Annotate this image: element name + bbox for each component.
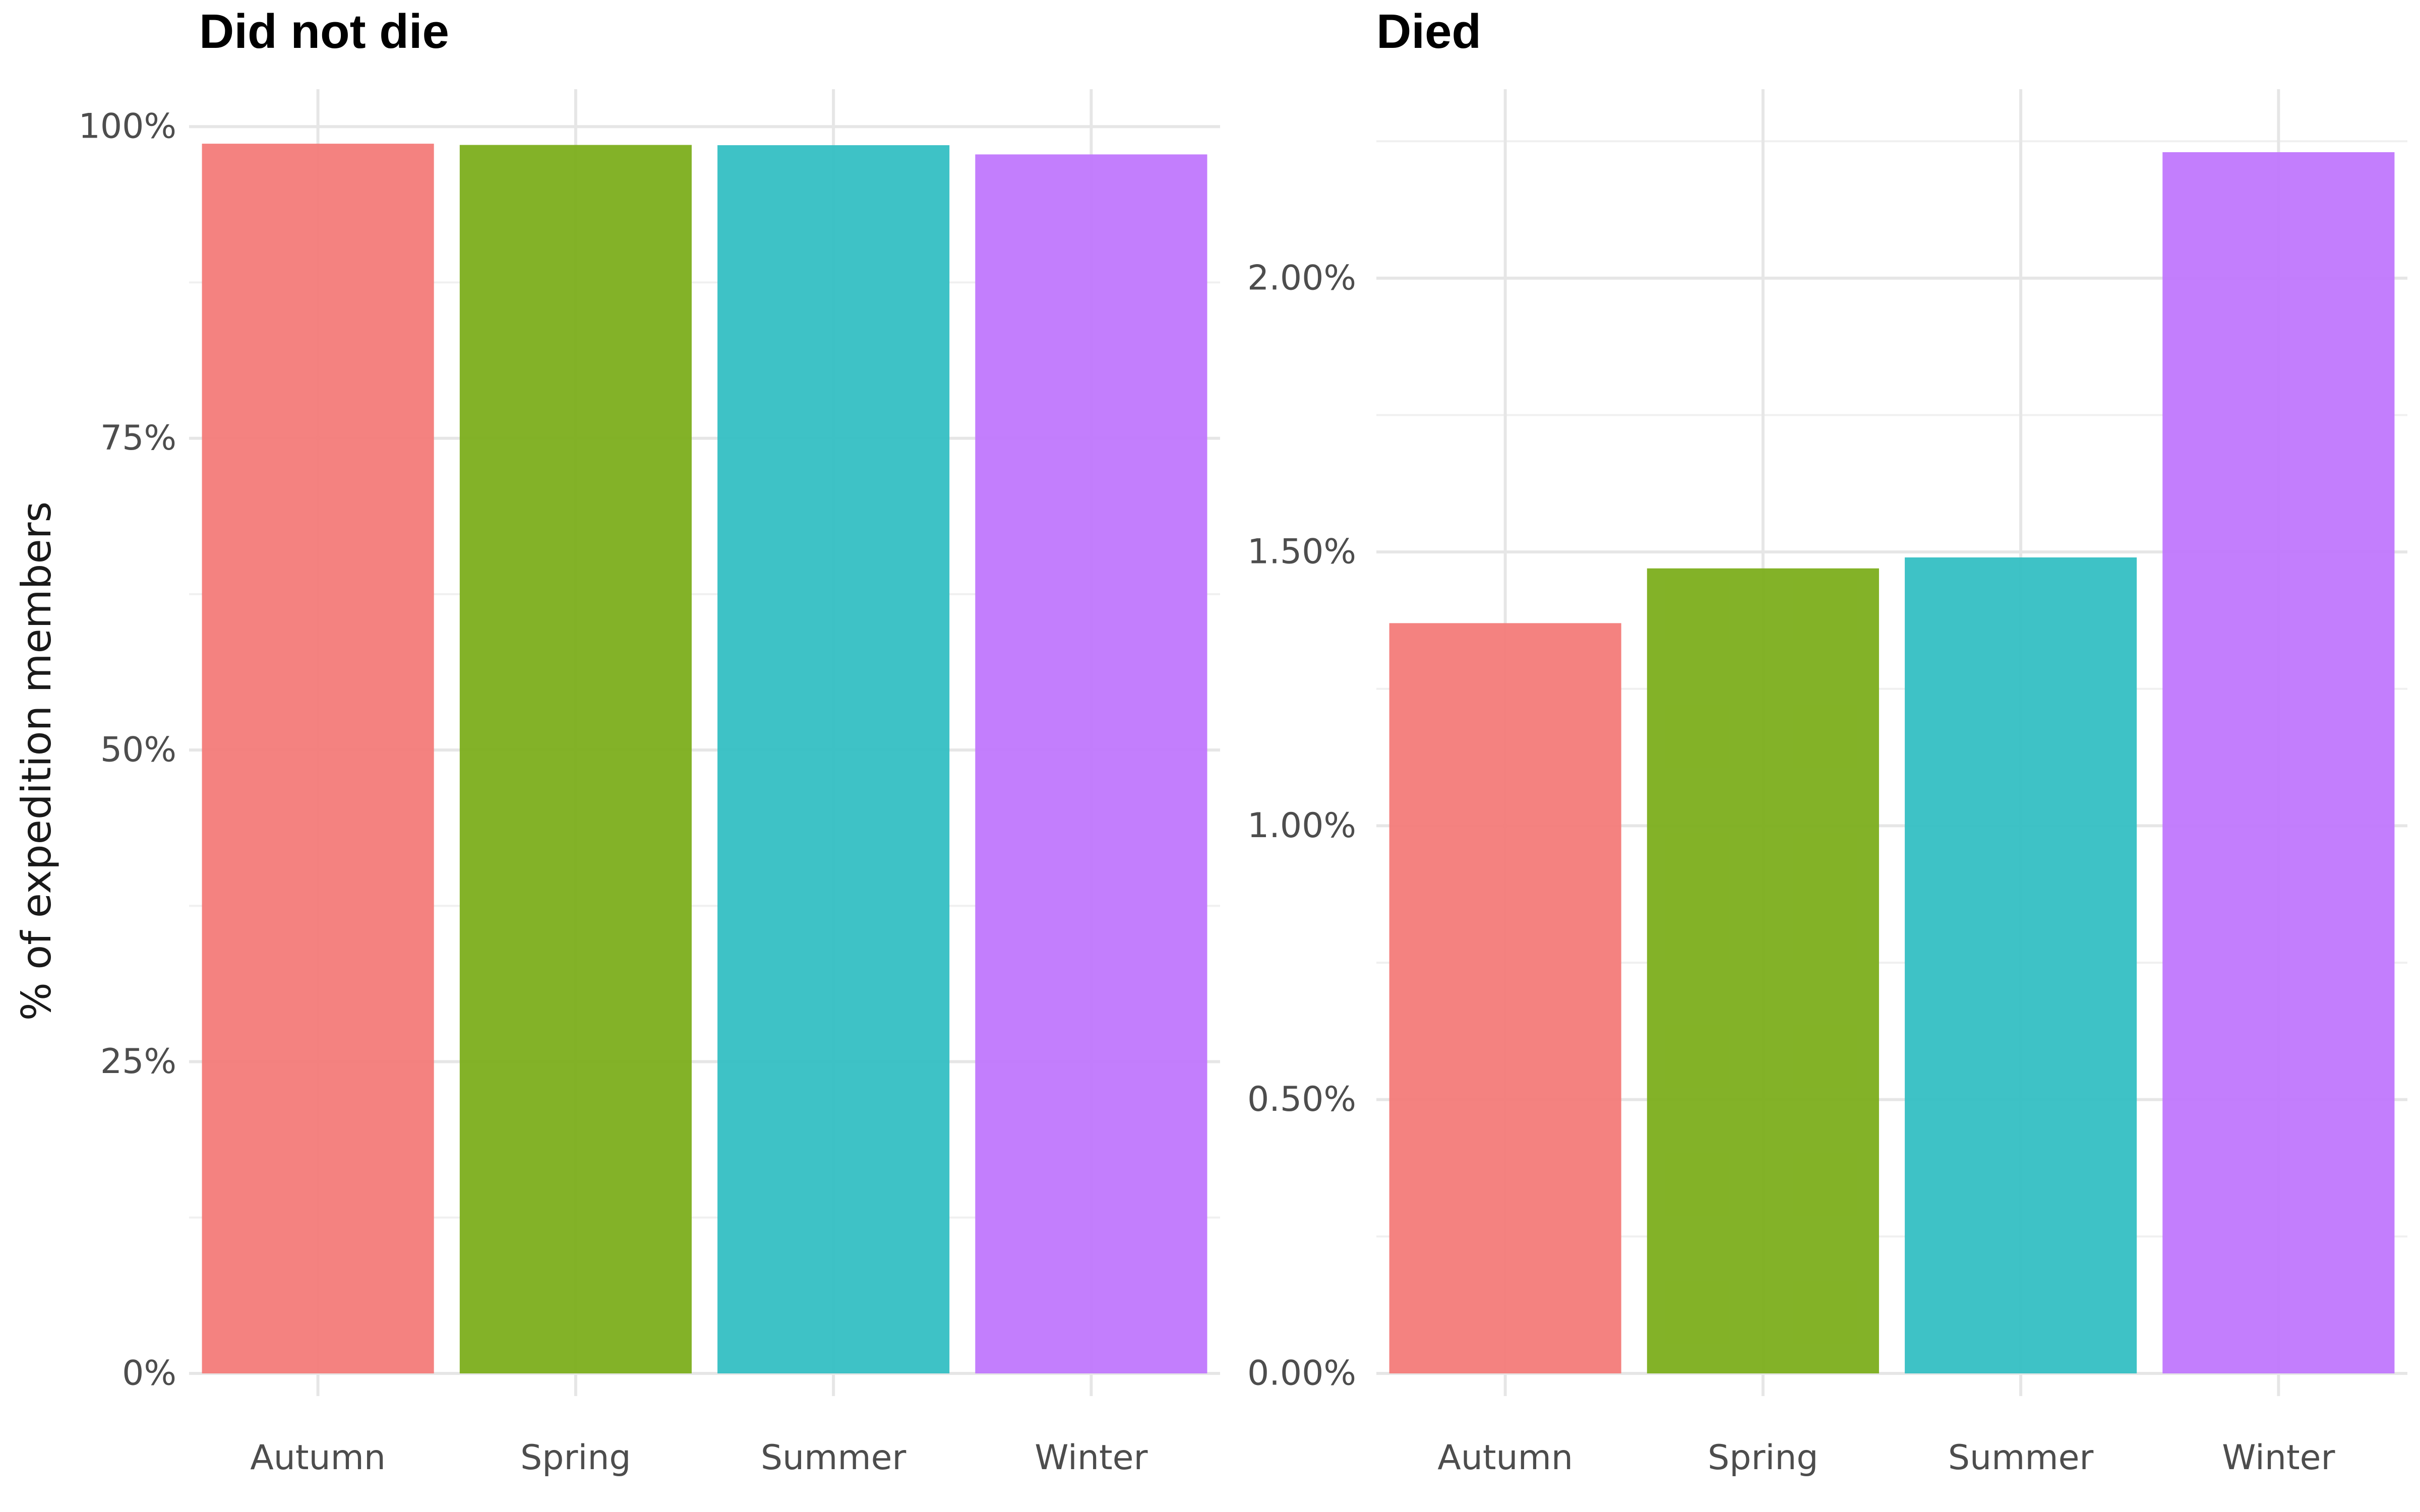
bar-autumn [202, 144, 434, 1373]
y-axis-title: % of expedition members [13, 501, 60, 1021]
bar-summer [717, 145, 950, 1373]
y-tick-label: 0.50% [1247, 1080, 1356, 1119]
y-tick-label: 2.00% [1247, 258, 1356, 298]
bar-winter [2162, 152, 2395, 1373]
y-tick-label: 0.00% [1247, 1354, 1356, 1394]
x-tick-label: Autumn [250, 1438, 386, 1478]
x-tick-label: Winter [2222, 1438, 2335, 1478]
x-tick-label: Spring [1708, 1438, 1818, 1478]
bar-winter [975, 154, 1207, 1374]
y-tick-label: 1.00% [1247, 806, 1356, 846]
panel-1: 0% 25% 50% 75% 100% Autumn Spring Summer Winter D… [79, 5, 1220, 1478]
x-tick-label: Winter [1035, 1438, 1147, 1478]
bar-spring [459, 145, 692, 1374]
y-tick-label: 1.50% [1247, 532, 1356, 572]
panel-title: Did not die [199, 5, 449, 58]
y-tick-label: 75% [100, 418, 176, 458]
x-tick-label: Summer [761, 1438, 906, 1478]
bar-spring [1647, 568, 1879, 1373]
x-tick-label: Summer [1948, 1438, 2094, 1478]
y-tick-label: 25% [100, 1042, 176, 1082]
x-tick-label: Spring [520, 1438, 631, 1478]
bar-summer [1905, 557, 2137, 1373]
y-tick-label: 50% [100, 730, 176, 770]
panels: 0% 25% 50% 75% 100% Autumn Spring Summer Winter D… [79, 5, 2407, 1478]
bar-autumn [1389, 623, 1621, 1373]
panel-title: Died [1376, 5, 1481, 58]
y-tick-label: 100% [79, 107, 176, 147]
y-tick-label: 0% [122, 1354, 176, 1394]
panel-2: 0.00% 0.50% 1.00% 1.50% 2.00% Autumn Spring Sum… [1247, 5, 2407, 1478]
x-tick-label: Autumn [1437, 1438, 1573, 1478]
